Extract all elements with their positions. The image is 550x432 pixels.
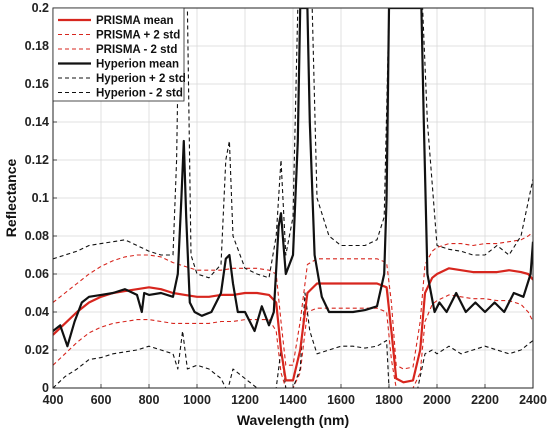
legend-label: PRISMA - 2 std — [96, 44, 177, 56]
y-axis-label: Reflectance — [3, 158, 19, 237]
y-tick: 0.18 — [25, 39, 57, 53]
y-tick: 0.1 — [32, 191, 57, 205]
x-tick-label: 1200 — [231, 393, 259, 407]
series-line-hyperion-2-std — [53, 292, 533, 388]
legend: PRISMA mean PRISMA + 2 std PRISMA - 2 std H… — [52, 7, 186, 102]
y-tick-label: 0.12 — [25, 153, 49, 167]
y-tick-label: 0.2 — [32, 1, 49, 15]
y-tick: 0.16 — [25, 77, 57, 91]
y-tick-label: 0.02 — [25, 343, 49, 357]
x-tick: 2000 — [423, 384, 451, 407]
y-tick: 0.06 — [25, 267, 57, 281]
y-tick: 0.08 — [25, 229, 57, 243]
legend-item-hyperion-mean: Hyperion mean — [58, 59, 179, 71]
x-tick-label: 800 — [139, 393, 160, 407]
y-tick-label: 0.14 — [25, 115, 49, 129]
series-line-prisma-mean — [53, 267, 533, 384]
legend-label: PRISMA mean — [96, 15, 174, 27]
x-tick-label: 1600 — [327, 393, 355, 407]
y-tick-label: 0.06 — [25, 267, 49, 281]
x-tick: 1200 — [231, 384, 259, 407]
legend-item-prisma-2-std: PRISMA - 2 std — [58, 44, 177, 56]
series-line-hyperion-2-std — [53, 8, 533, 279]
y-tick: 0.12 — [25, 153, 57, 167]
legend-label: Hyperion + 2 std — [96, 73, 186, 85]
x-axis-ticks: 400 600 800 1000 1200 1400 1600 1800 2000 2200 240… — [43, 384, 547, 407]
y-tick-label: 0 — [42, 381, 49, 395]
x-tick: 1400 — [279, 384, 307, 407]
x-tick-label: 1400 — [279, 393, 307, 407]
x-tick-label: 2400 — [519, 393, 547, 407]
series-line-prisma-2-std — [53, 231, 533, 370]
y-tick: 0.04 — [25, 305, 57, 319]
x-tick-label: 400 — [43, 393, 64, 407]
series-line-hyperion-mean — [53, 8, 533, 348]
y-tick-label: 0.16 — [25, 77, 49, 91]
x-tick: 800 — [139, 384, 160, 407]
x-tick: 400 — [43, 384, 64, 407]
legend-item-hyperion-2-std: Hyperion + 2 std — [58, 73, 186, 85]
y-tick-label: 0.08 — [25, 229, 49, 243]
y-tick: 0.14 — [25, 115, 57, 129]
legend-label: PRISMA + 2 std — [96, 30, 180, 42]
legend-item-hyperion-2-std: Hyperion - 2 std — [58, 88, 183, 100]
x-tick-label: 2000 — [423, 393, 451, 407]
x-tick: 2400 — [519, 384, 547, 407]
series-line-prisma-2-std — [53, 294, 533, 388]
x-tick-label: 1800 — [375, 393, 403, 407]
x-tick: 2200 — [471, 384, 499, 407]
y-tick-label: 0.1 — [32, 191, 49, 205]
x-tick: 600 — [91, 384, 112, 407]
y-tick-label: 0.18 — [25, 39, 49, 53]
x-tick: 1600 — [327, 384, 355, 407]
legend-box — [52, 7, 185, 102]
legend-item-prisma-mean: PRISMA mean — [58, 15, 174, 27]
x-tick-label: 600 — [91, 393, 112, 407]
series-layer — [53, 8, 533, 388]
legend-item-prisma-2-std: PRISMA + 2 std — [58, 30, 180, 42]
y-axis-ticks: 0 0.02 0.04 0.06 0.08 0.1 0.12 0.14 0.16 0.18 0.2 — [25, 1, 57, 395]
x-tick-label: 1000 — [183, 393, 211, 407]
legend-label: Hyperion mean — [96, 59, 179, 71]
y-tick: 0.02 — [25, 343, 57, 357]
x-tick-label: 2200 — [471, 393, 499, 407]
x-tick: 1000 — [183, 384, 211, 407]
y-tick-label: 0.04 — [25, 305, 49, 319]
legend-label: Hyperion - 2 std — [96, 88, 183, 100]
x-axis-label: Wavelength (nm) — [237, 412, 349, 428]
y-tick: 0 — [42, 381, 57, 395]
x-tick: 1800 — [375, 384, 403, 407]
